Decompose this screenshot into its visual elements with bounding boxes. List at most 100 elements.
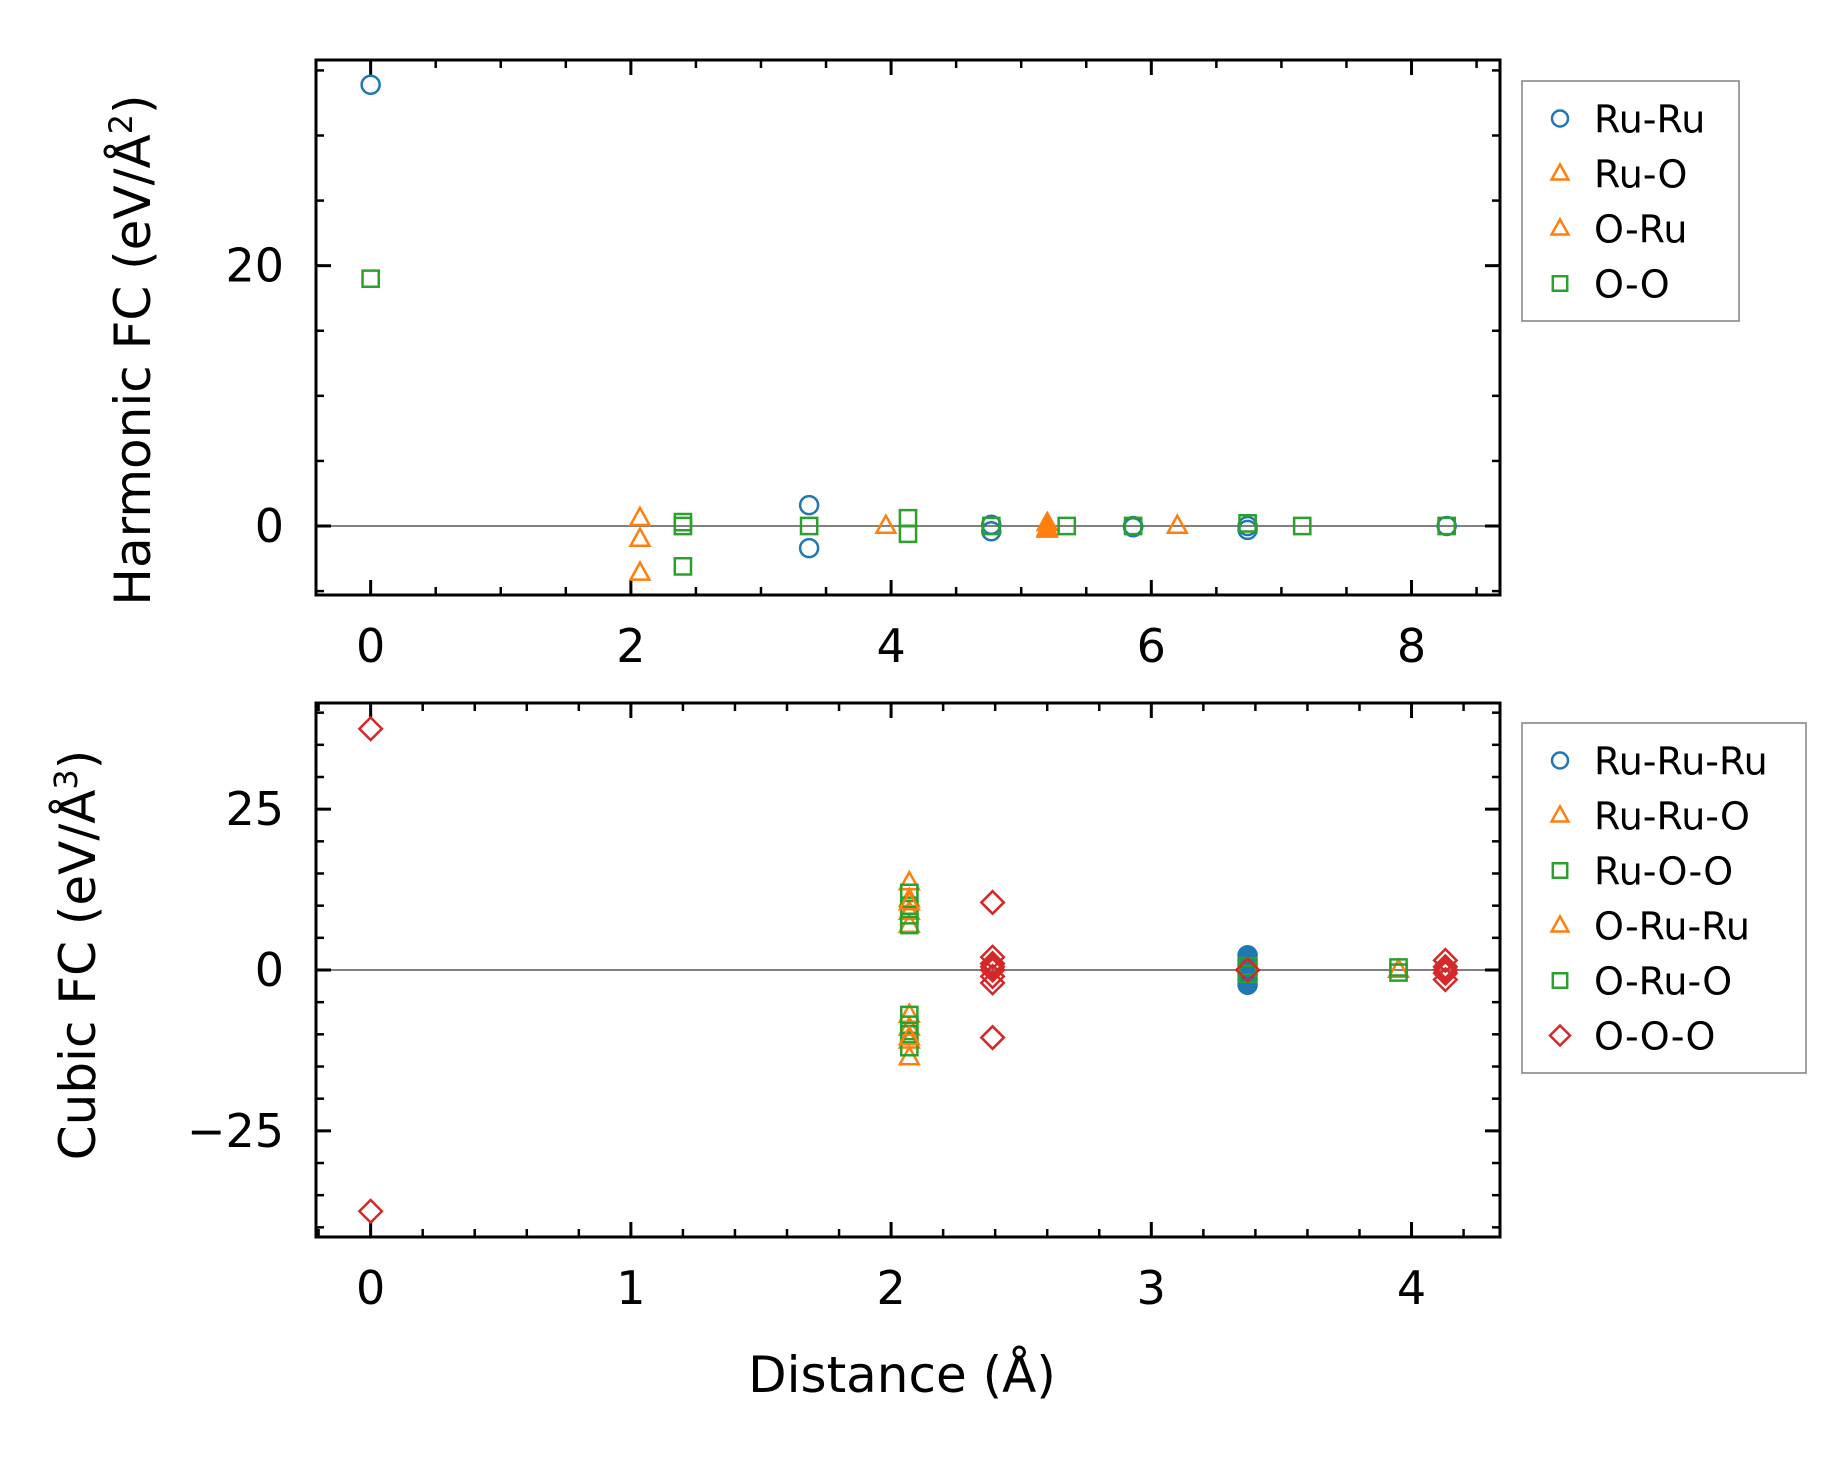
data-point: [1237, 974, 1258, 996]
data-point: [979, 1024, 1006, 1051]
x-tick-label: 3: [1137, 1261, 1166, 1315]
data-point: [1165, 513, 1189, 535]
legend-marker: [1550, 109, 1570, 128]
legend-box: [1521, 722, 1807, 1074]
x-tick-label: 4: [876, 619, 905, 673]
data-point: [361, 269, 380, 289]
data-point: [981, 516, 1001, 536]
legend: Ru-Ru Ru-O O-Ru O-O: [1521, 80, 1740, 322]
series-ru-o: [628, 505, 1189, 581]
data-point: [897, 889, 921, 911]
data-point: [1238, 964, 1257, 984]
data-point: [979, 969, 1006, 996]
data-point: [979, 956, 1006, 984]
legend-label: Ru-Ru-O: [1594, 795, 1750, 839]
data-point: [798, 494, 820, 516]
data-point: [899, 1037, 919, 1057]
data-point: [897, 1002, 921, 1024]
x-tick-label: 4: [1397, 1261, 1426, 1315]
series-ru-ru-ru: [1237, 944, 1258, 996]
legend-marker: [1549, 216, 1571, 236]
data-point: [979, 953, 1006, 980]
series-ru-ru: [360, 74, 1457, 559]
legend-marker: [1549, 803, 1571, 823]
plot-frame: [314, 58, 1502, 597]
x-axis-label-distance: Distance (Å): [748, 1346, 1056, 1404]
legend-label: Ru-O-O: [1594, 850, 1733, 894]
y-tick-label: 20: [225, 239, 284, 293]
legend-label: Ru-Ru: [1594, 98, 1705, 142]
series-o-o-o: [357, 715, 1459, 1225]
data-point: [898, 524, 918, 544]
cubic-fc-panel: Cubic FC (eV/Å3) Distance (Å) 0 1 2 3 4 −25 0 2…: [47, 701, 1807, 1404]
data-point: [1123, 516, 1143, 536]
legend-marker: [1548, 1023, 1572, 1048]
data-point: [1389, 963, 1408, 982]
data-point: [628, 526, 652, 548]
legend-marker: [1551, 972, 1569, 989]
legend-label: O-O-O: [1594, 1015, 1715, 1059]
data-point: [1234, 956, 1261, 984]
data-point: [1432, 947, 1459, 974]
data-point: [1057, 516, 1077, 536]
y-axis-label-cubic: Cubic FC (eV/Å3): [47, 750, 107, 1161]
data-point: [1035, 516, 1059, 538]
legend-label: Ru-Ru-Ru: [1594, 740, 1768, 784]
data-point: [357, 715, 384, 742]
data-point: [899, 915, 919, 935]
data-point: [628, 559, 652, 581]
data-point: [799, 516, 819, 536]
data-point: [673, 516, 693, 536]
data-point: [357, 1198, 384, 1225]
y-tick-label: 25: [225, 782, 284, 836]
data-point: [628, 505, 652, 527]
data-point: [979, 950, 1006, 977]
data-point: [1238, 514, 1257, 533]
data-point: [979, 889, 1006, 916]
data-point: [1432, 966, 1459, 993]
data-point: [979, 944, 1006, 971]
data-point: [1437, 516, 1457, 536]
series-o-ru: [1035, 510, 1059, 538]
legend-label: O-Ru-O: [1594, 960, 1732, 1004]
data-point: [1432, 956, 1459, 984]
harmonic-fc-panel: Harmonic FC (eV/Å2) 0 2 4 6 8 0 20 Ru-Ru Ru-O O-R…: [102, 58, 1740, 673]
series-ru-o-o: [899, 883, 1408, 1057]
data-point: [874, 513, 898, 535]
x-tick-label: 2: [876, 1261, 905, 1315]
data-point: [673, 557, 693, 576]
legend-label: O-Ru: [1594, 208, 1687, 252]
y-axis-label-harmonic: Harmonic FC (eV/Å2): [102, 94, 162, 605]
x-tick-label: 6: [1137, 619, 1166, 673]
data-point: [1292, 516, 1312, 536]
data-point: [979, 963, 1006, 990]
y-tick-label: 0: [255, 943, 284, 997]
series-o-o: [361, 269, 1457, 576]
data-point: [897, 1024, 921, 1046]
x-tick-label: 8: [1397, 619, 1426, 673]
series-ru-ru-o: [897, 869, 1411, 1066]
legend-marker: [1549, 161, 1571, 181]
legend-label: O-O: [1594, 263, 1670, 307]
legend-marker: [1551, 862, 1569, 879]
x-tick-label: 0: [356, 619, 385, 673]
series-o-ru-ru: [897, 889, 921, 1046]
x-tick-label: 2: [616, 619, 645, 673]
y-tick-label: −25: [187, 1104, 284, 1158]
data-point: [1432, 953, 1459, 980]
legend-marker: [1551, 275, 1569, 292]
y-tick-label: 0: [255, 499, 284, 553]
legend-marker: [1549, 913, 1571, 933]
data-point: [673, 512, 693, 532]
legend-marker: [1550, 751, 1570, 770]
data-point: [798, 537, 820, 559]
data-point: [1432, 960, 1459, 987]
x-tick-label: 0: [356, 1261, 385, 1315]
data-point: [898, 508, 918, 528]
x-tick-label: 1: [616, 1261, 645, 1315]
legend-label: Ru-O: [1594, 153, 1687, 197]
legend-label: O-Ru-Ru: [1594, 905, 1750, 949]
legend: Ru-Ru-Ru Ru-Ru-O Ru-O-O O-Ru-Ru O-Ru-O O-O-O: [1521, 722, 1807, 1074]
data-point: [360, 74, 381, 95]
